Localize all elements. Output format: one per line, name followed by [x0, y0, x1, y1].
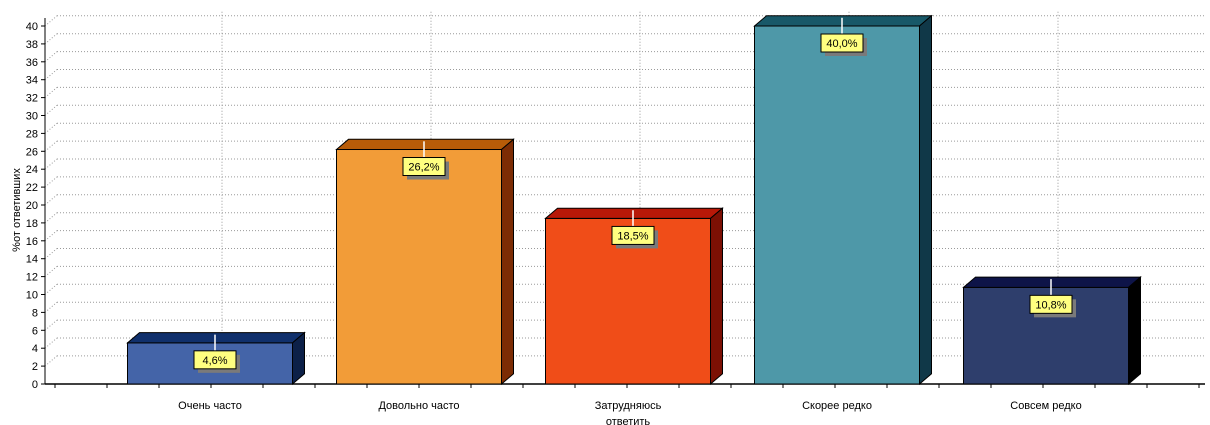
bar-top [126, 332, 306, 344]
grid-line-diag [44, 69, 58, 81]
bar-front [754, 25, 920, 385]
data-label-box [193, 350, 237, 370]
data-label: 26,2% [408, 162, 439, 174]
grid-line-diag [44, 87, 58, 98]
grid-line-diag [44, 212, 58, 224]
grid-line-diag [44, 248, 58, 260]
y-tick-label: 16 [26, 236, 38, 248]
grid-line-diag [44, 122, 58, 134]
data-label: 40,0% [826, 38, 857, 50]
grid-line-diag [44, 230, 58, 242]
data-label-box [820, 33, 864, 53]
category-label: Очень часто [178, 400, 242, 412]
y-tick-label: 4 [32, 343, 38, 355]
grid-line-diag [44, 104, 58, 116]
bar-side [710, 207, 723, 386]
grid-line-diag [44, 266, 58, 277]
y-tick-label: 28 [26, 128, 38, 140]
grid-line-diag [44, 140, 58, 152]
grid-line-diag [44, 158, 58, 170]
grid-line-diag [44, 51, 58, 63]
grid-line-diag [44, 33, 58, 45]
y-tick-label: 14 [26, 254, 38, 266]
y-tick-label: 12 [26, 272, 38, 284]
y-tick-label: 18 [26, 218, 38, 230]
data-label: 4,6% [202, 355, 227, 367]
bar-front [336, 149, 502, 385]
category-label: Совсем редко [1010, 400, 1081, 412]
y-tick-label: 30 [26, 111, 38, 123]
data-label-box [611, 225, 655, 245]
category-label: Скорее редко [802, 400, 872, 412]
data-label: 10,8% [1035, 299, 1066, 311]
data-label: 18,5% [617, 230, 648, 242]
y-tick-label: 2 [32, 361, 38, 373]
grid-line-diag [44, 15, 58, 27]
y-tick-label: 22 [26, 182, 38, 194]
bar-top [335, 138, 515, 151]
y-tick-label: 38 [26, 39, 38, 51]
grid-line-diag [44, 176, 58, 188]
y-tick-label: 10 [26, 290, 38, 302]
grid-line-diag [44, 355, 58, 367]
category-label: Затрудняюсь ответить [595, 400, 662, 425]
y-tick-label: 40 [26, 21, 38, 33]
grid-line-diag [44, 337, 58, 349]
bars [126, 14, 1142, 386]
y-tick-label: 36 [26, 57, 38, 69]
y-tick-label: 34 [26, 75, 38, 87]
grid-line-diag [44, 283, 58, 295]
data-label-box [402, 157, 446, 177]
bar-top [544, 207, 724, 219]
category-label: Довольно часто [378, 400, 459, 412]
y-tick-label: 26 [26, 146, 38, 158]
bar-side [501, 138, 514, 386]
bar-side [1128, 276, 1141, 386]
grid-line-diag [44, 194, 58, 206]
bar-top [753, 15, 933, 27]
y-tick-label: 32 [26, 93, 38, 105]
data-label-box [1029, 294, 1073, 314]
bar-side [919, 14, 932, 386]
y-tick-label: 8 [32, 307, 38, 319]
category-labels: Очень часто Довольно часто Затрудняюсь отве… [178, 400, 1082, 425]
grid-line-diag [44, 319, 58, 331]
bar-side [292, 331, 305, 386]
data-labels: 4,6% 26,2% 18,5% 40,0% 10,8% [193, 17, 1076, 373]
y-axis-label: %от ответивших [11, 168, 23, 252]
y-tick-label: 6 [32, 325, 38, 337]
bar-top [962, 276, 1142, 288]
y-tick-label: 20 [26, 200, 38, 212]
y-tick-label: 0 [32, 379, 38, 391]
y-tick-label: 24 [26, 164, 38, 176]
grid-line-diag [44, 301, 58, 313]
